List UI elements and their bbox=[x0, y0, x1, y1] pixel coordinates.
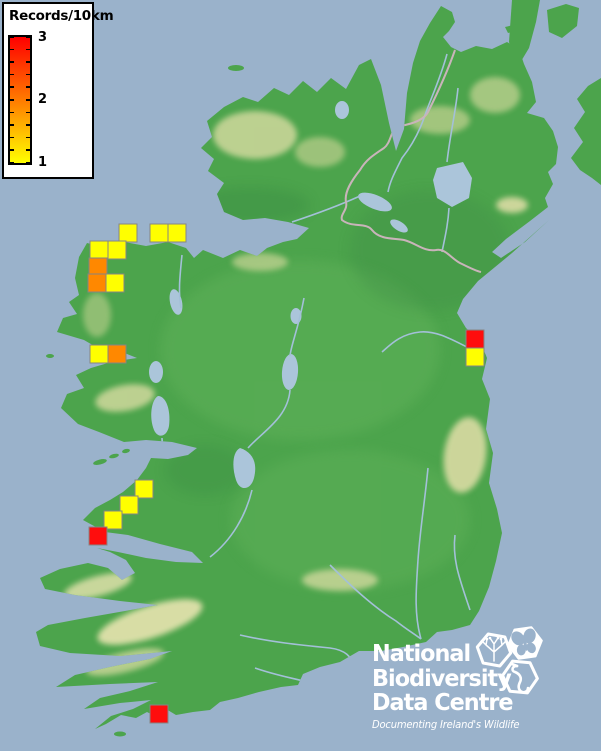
logo-tagline: Documenting Ireland's Wildlife bbox=[372, 718, 520, 731]
river-moy bbox=[178, 254, 183, 309]
legend-tick bbox=[10, 48, 14, 51]
butterfly-icon bbox=[507, 626, 543, 660]
kintyre-peninsula bbox=[509, 0, 540, 68]
aran-island-3 bbox=[122, 448, 130, 454]
river-shannon-lower bbox=[209, 489, 253, 558]
lakes bbox=[149, 101, 472, 489]
legend-tick bbox=[10, 149, 14, 151]
grid-cell bbox=[89, 344, 109, 364]
legend-tick bbox=[26, 124, 30, 126]
grid-cell bbox=[88, 526, 108, 546]
islands bbox=[46, 24, 520, 737]
legend-title: Records/10km bbox=[9, 8, 114, 24]
records-legend: Records/10km 3 2 1 bbox=[2, 2, 114, 179]
grid-cells-layer bbox=[87, 223, 485, 724]
legend-tick bbox=[26, 99, 30, 101]
grid-cell bbox=[105, 273, 125, 293]
grid-cell bbox=[87, 273, 107, 293]
tory-island bbox=[228, 65, 244, 71]
legend-tick bbox=[10, 111, 14, 114]
river-foyle bbox=[387, 53, 448, 193]
grid-cell bbox=[167, 223, 187, 243]
logo-hexagons bbox=[475, 626, 543, 695]
grid-cell bbox=[103, 510, 123, 530]
legend-label-min: 1 bbox=[38, 155, 48, 170]
clear-island bbox=[114, 731, 126, 737]
grid-cell bbox=[89, 240, 109, 260]
tree-icon bbox=[475, 632, 513, 668]
lough-mask bbox=[149, 361, 163, 383]
relief-shading bbox=[64, 77, 528, 676]
logo-line-data-centre: Data Centre bbox=[372, 690, 514, 716]
islay-island bbox=[547, 4, 579, 38]
legend-tick bbox=[26, 86, 30, 88]
scotland-landmass bbox=[509, 0, 601, 185]
logo-line-biodiversity: Biodiversity bbox=[372, 665, 512, 692]
grid-cell bbox=[119, 495, 139, 515]
legend-tick bbox=[26, 48, 30, 51]
river-boyne bbox=[381, 331, 479, 353]
river-erne bbox=[291, 195, 361, 223]
river-bann-lower bbox=[446, 87, 459, 163]
grid-cell bbox=[465, 329, 485, 349]
lough-corrib bbox=[151, 396, 170, 436]
river-shannon-middle bbox=[247, 389, 291, 449]
grid-cell bbox=[134, 479, 154, 499]
legend-label-max: 3 bbox=[38, 30, 48, 45]
aran-island-1 bbox=[93, 459, 107, 465]
inishturk-island bbox=[46, 354, 54, 358]
legend-tick bbox=[10, 61, 14, 63]
legend-colorbar bbox=[8, 35, 32, 165]
grid-cell bbox=[149, 223, 169, 243]
grid-cell bbox=[118, 223, 138, 243]
legend-tick bbox=[10, 136, 14, 139]
galloway-peninsula bbox=[571, 78, 601, 185]
upper-lough-erne bbox=[390, 219, 408, 233]
legend-tick bbox=[10, 124, 14, 126]
river-barrow bbox=[415, 467, 429, 640]
river-bann-upper bbox=[441, 207, 450, 253]
logo-line-national: National bbox=[372, 641, 471, 667]
nbdc-logo: National Biodiversity Data Centre Docume… bbox=[372, 642, 527, 731]
seahorse-icon bbox=[501, 659, 539, 695]
river-slaney bbox=[453, 534, 471, 611]
river-shannon-upper bbox=[289, 297, 305, 357]
legend-tick bbox=[10, 162, 14, 164]
legend-tick bbox=[26, 136, 30, 139]
river-lee bbox=[254, 667, 304, 682]
legend-tick bbox=[26, 111, 30, 114]
rathlin-island bbox=[505, 24, 520, 33]
legend-tick bbox=[26, 61, 30, 63]
legend-tick bbox=[10, 73, 14, 76]
legend-tick bbox=[10, 36, 14, 38]
lough-derg-donegal bbox=[335, 101, 349, 119]
legend-tick bbox=[10, 99, 14, 101]
legend-tick bbox=[26, 36, 30, 38]
aran-island-2 bbox=[109, 453, 119, 459]
river-suir bbox=[329, 564, 422, 640]
lower-lough-erne bbox=[358, 192, 392, 212]
lough-neagh bbox=[433, 162, 472, 207]
legend-tick bbox=[26, 73, 30, 76]
legend-tick bbox=[26, 149, 30, 151]
grid-cell bbox=[88, 257, 108, 277]
grid-cell bbox=[107, 240, 127, 260]
lough-ree bbox=[281, 354, 299, 390]
rivers bbox=[161, 53, 479, 682]
legend-label-mid: 2 bbox=[38, 92, 48, 107]
northern-ireland-border bbox=[340, 49, 482, 273]
legend-tick bbox=[26, 162, 30, 164]
grid-cell bbox=[465, 347, 485, 367]
grid-cell bbox=[107, 344, 127, 364]
grid-cell bbox=[149, 704, 169, 724]
legend-tick bbox=[10, 86, 14, 88]
lough-derg bbox=[233, 448, 256, 489]
